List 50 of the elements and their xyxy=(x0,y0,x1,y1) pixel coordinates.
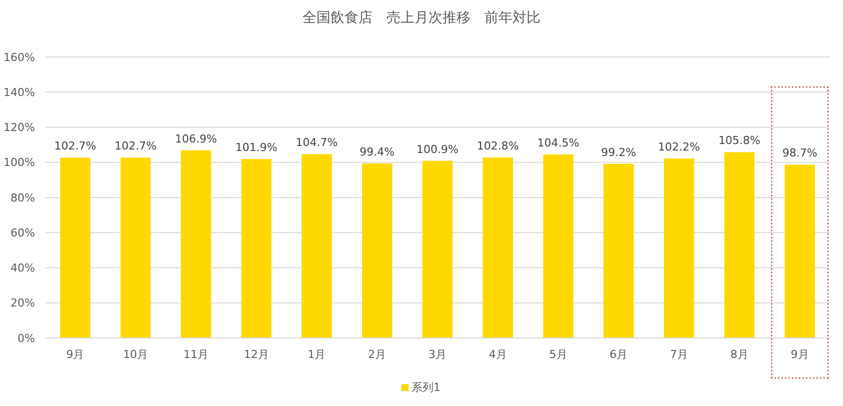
x-tick-label: 3月 xyxy=(428,348,446,361)
y-tick-label: 80% xyxy=(10,191,35,204)
data-label: 102.7% xyxy=(114,140,157,153)
bar xyxy=(362,163,392,338)
y-tick-label: 60% xyxy=(10,226,35,240)
x-tick-label: 11月 xyxy=(183,348,208,361)
data-label: 106.9% xyxy=(174,132,217,146)
x-tick-label: 2月 xyxy=(368,348,386,361)
bar xyxy=(482,157,513,338)
x-tick-label: 8月 xyxy=(730,348,748,361)
x-tick-label: 4月 xyxy=(488,348,507,361)
bar xyxy=(604,164,634,338)
y-tick-label: 120% xyxy=(4,121,35,134)
legend-label: 系列1 xyxy=(412,381,440,394)
bar xyxy=(422,160,453,338)
bar xyxy=(784,164,815,338)
data-label: 105.8% xyxy=(718,134,760,148)
data-label: 98.7% xyxy=(782,146,818,160)
data-label: 102.8% xyxy=(476,139,519,152)
bar xyxy=(664,158,694,338)
data-label: 102.2% xyxy=(658,140,700,154)
bar xyxy=(241,159,272,338)
bar xyxy=(120,158,151,338)
y-tick-label: 20% xyxy=(10,296,35,310)
bar xyxy=(724,152,755,338)
x-tick-label: 9月 xyxy=(790,348,809,361)
x-tick-label: 12月 xyxy=(244,348,269,361)
bar xyxy=(60,158,90,338)
bar xyxy=(543,154,574,338)
x-tick-label: 10月 xyxy=(123,348,148,361)
bar xyxy=(180,150,212,338)
y-tick-label: 140% xyxy=(4,86,35,99)
x-tick-label: 9月 xyxy=(66,348,84,361)
y-tick-label: 100% xyxy=(4,156,35,170)
data-label: 101.9% xyxy=(235,141,278,154)
x-tick-label: 7月 xyxy=(670,348,688,361)
data-label: 100.9% xyxy=(416,142,458,156)
y-tick-label: 40% xyxy=(10,262,35,275)
data-label: 102.7% xyxy=(54,140,96,153)
chart-title: 全国飲食店 売上月次推移 前年対比 xyxy=(302,10,540,26)
data-label: 104.7% xyxy=(296,136,338,150)
bar xyxy=(302,154,332,338)
data-label: 104.5% xyxy=(537,136,580,150)
y-tick-label: 160% xyxy=(4,50,35,64)
x-tick-label: 5月 xyxy=(549,348,568,361)
x-tick-label: 6月 xyxy=(610,348,628,361)
y-tick-label: 0% xyxy=(18,332,35,345)
x-tick-label: 1月 xyxy=(308,348,326,361)
data-label: 99.2% xyxy=(601,146,636,159)
data-label: 99.4% xyxy=(360,145,395,158)
